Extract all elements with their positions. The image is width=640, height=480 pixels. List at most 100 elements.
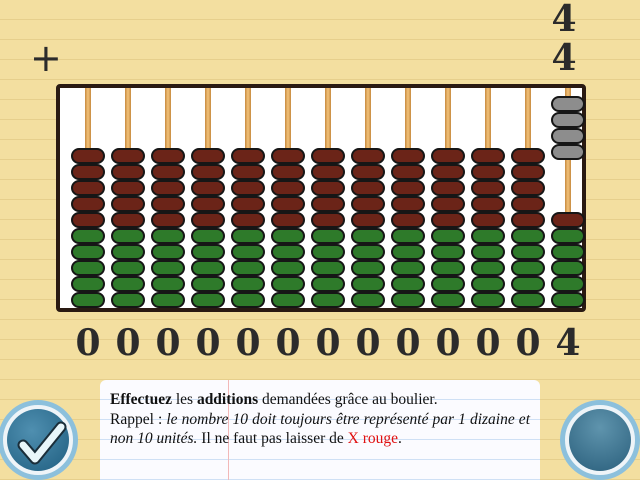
bead-red[interactable] bbox=[271, 196, 305, 212]
bead-green[interactable] bbox=[351, 228, 385, 244]
bead-red[interactable] bbox=[71, 196, 105, 212]
bead-green[interactable] bbox=[151, 260, 185, 276]
bead-green[interactable] bbox=[231, 292, 265, 308]
bead-red[interactable] bbox=[71, 148, 105, 164]
bead-green[interactable] bbox=[191, 228, 225, 244]
bead-green[interactable] bbox=[191, 276, 225, 292]
bead-green[interactable] bbox=[71, 260, 105, 276]
bead-green[interactable] bbox=[271, 260, 305, 276]
bead-red[interactable] bbox=[191, 212, 225, 228]
bead-red[interactable] bbox=[111, 164, 145, 180]
bead-red[interactable] bbox=[151, 180, 185, 196]
bead-green[interactable] bbox=[231, 244, 265, 260]
bead-red[interactable] bbox=[71, 180, 105, 196]
bead-green[interactable] bbox=[431, 228, 465, 244]
bead-grey[interactable] bbox=[551, 144, 585, 160]
bead-green[interactable] bbox=[151, 228, 185, 244]
bead-red[interactable] bbox=[391, 196, 425, 212]
bead-green[interactable] bbox=[431, 244, 465, 260]
bead-green[interactable] bbox=[311, 276, 345, 292]
bead-red[interactable] bbox=[151, 196, 185, 212]
bead-red[interactable] bbox=[71, 164, 105, 180]
bead-green[interactable] bbox=[511, 228, 545, 244]
bead-green[interactable] bbox=[511, 244, 545, 260]
bead-green[interactable] bbox=[431, 260, 465, 276]
bead-green[interactable] bbox=[391, 292, 425, 308]
bead-red[interactable] bbox=[511, 180, 545, 196]
bead-grey[interactable] bbox=[551, 96, 585, 112]
bead-red[interactable] bbox=[391, 148, 425, 164]
bead-green[interactable] bbox=[551, 260, 585, 276]
bead-green[interactable] bbox=[271, 244, 305, 260]
bead-red[interactable] bbox=[311, 180, 345, 196]
bead-red[interactable] bbox=[511, 212, 545, 228]
bead-red[interactable] bbox=[231, 196, 265, 212]
bead-red[interactable] bbox=[551, 212, 585, 228]
bead-red[interactable] bbox=[311, 148, 345, 164]
bead-red[interactable] bbox=[271, 148, 305, 164]
bead-grey[interactable] bbox=[551, 112, 585, 128]
bead-green[interactable] bbox=[71, 292, 105, 308]
bead-green[interactable] bbox=[471, 228, 505, 244]
bead-red[interactable] bbox=[391, 212, 425, 228]
bead-red[interactable] bbox=[311, 164, 345, 180]
bead-red[interactable] bbox=[311, 212, 345, 228]
bead-green[interactable] bbox=[271, 276, 305, 292]
bead-green[interactable] bbox=[71, 228, 105, 244]
bead-red[interactable] bbox=[351, 164, 385, 180]
bead-green[interactable] bbox=[151, 244, 185, 260]
bead-red[interactable] bbox=[151, 148, 185, 164]
bead-red[interactable] bbox=[471, 196, 505, 212]
bead-red[interactable] bbox=[511, 196, 545, 212]
bead-red[interactable] bbox=[191, 164, 225, 180]
bead-red[interactable] bbox=[111, 148, 145, 164]
bead-red[interactable] bbox=[431, 196, 465, 212]
bead-red[interactable] bbox=[391, 180, 425, 196]
bead-red[interactable] bbox=[191, 180, 225, 196]
bead-green[interactable] bbox=[191, 292, 225, 308]
bead-green[interactable] bbox=[511, 292, 545, 308]
bead-red[interactable] bbox=[511, 148, 545, 164]
abacus-rod-13[interactable] bbox=[565, 88, 571, 308]
bead-green[interactable] bbox=[351, 292, 385, 308]
bead-red[interactable] bbox=[111, 180, 145, 196]
bead-green[interactable] bbox=[231, 276, 265, 292]
bead-green[interactable] bbox=[111, 260, 145, 276]
bead-green[interactable] bbox=[311, 260, 345, 276]
bead-green[interactable] bbox=[111, 292, 145, 308]
bead-green[interactable] bbox=[311, 228, 345, 244]
bead-red[interactable] bbox=[471, 180, 505, 196]
bead-green[interactable] bbox=[231, 228, 265, 244]
abacus[interactable] bbox=[56, 84, 586, 312]
bead-red[interactable] bbox=[391, 164, 425, 180]
bead-grey[interactable] bbox=[551, 128, 585, 144]
bead-green[interactable] bbox=[551, 244, 585, 260]
round-button-right[interactable] bbox=[560, 400, 640, 480]
bead-red[interactable] bbox=[311, 196, 345, 212]
bead-red[interactable] bbox=[231, 164, 265, 180]
bead-green[interactable] bbox=[151, 276, 185, 292]
bead-green[interactable] bbox=[391, 260, 425, 276]
bead-green[interactable] bbox=[271, 228, 305, 244]
bead-green[interactable] bbox=[471, 244, 505, 260]
bead-green[interactable] bbox=[471, 292, 505, 308]
bead-green[interactable] bbox=[111, 244, 145, 260]
bead-red[interactable] bbox=[231, 212, 265, 228]
bead-green[interactable] bbox=[551, 228, 585, 244]
bead-red[interactable] bbox=[111, 212, 145, 228]
bead-green[interactable] bbox=[191, 244, 225, 260]
bead-red[interactable] bbox=[351, 148, 385, 164]
validate-button[interactable] bbox=[0, 400, 78, 480]
bead-red[interactable] bbox=[271, 164, 305, 180]
bead-red[interactable] bbox=[271, 180, 305, 196]
bead-green[interactable] bbox=[71, 244, 105, 260]
bead-green[interactable] bbox=[351, 244, 385, 260]
bead-red[interactable] bbox=[351, 180, 385, 196]
bead-green[interactable] bbox=[351, 260, 385, 276]
bead-green[interactable] bbox=[551, 276, 585, 292]
bead-red[interactable] bbox=[431, 212, 465, 228]
bead-red[interactable] bbox=[111, 196, 145, 212]
bead-red[interactable] bbox=[151, 212, 185, 228]
bead-red[interactable] bbox=[431, 164, 465, 180]
bead-red[interactable] bbox=[471, 212, 505, 228]
